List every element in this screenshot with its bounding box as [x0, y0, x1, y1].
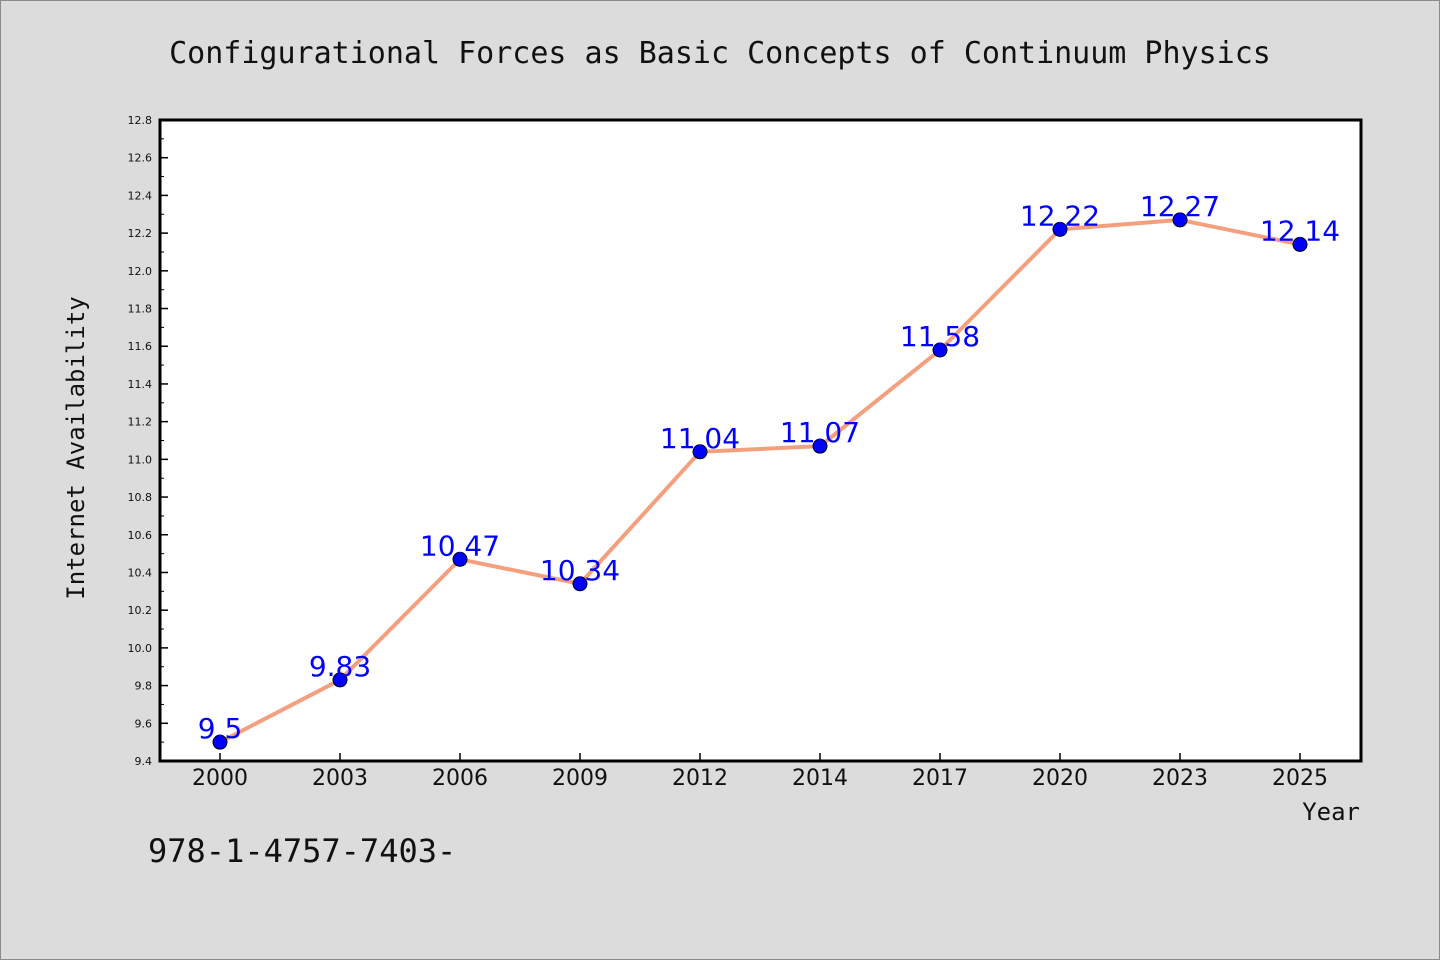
series-line-group: [218, 217, 1302, 745]
y-tick-label: 10.6: [128, 529, 153, 542]
data-point-2017: [932, 342, 948, 358]
x-axis-title: Year: [1302, 798, 1360, 826]
y-tick-label: 12.4: [128, 189, 153, 202]
series-line: [218, 217, 1302, 745]
data-label-2000: 9.5: [198, 712, 243, 745]
y-tick-label: 10.2: [128, 604, 153, 617]
y-tick-label: 10.0: [128, 642, 153, 655]
data-point-2000: [212, 734, 228, 750]
data-label-2014: 11.07: [780, 416, 860, 449]
x-tick-label: 2023: [1152, 766, 1208, 791]
data-label-2009: 10.34: [540, 554, 620, 587]
data-label-2012: 11.04: [660, 422, 740, 455]
chart-title: Configurational Forces as Basic Concepts…: [169, 36, 1271, 71]
y-tick-label: 9.4: [135, 755, 153, 768]
y-tick-label: 12.8: [128, 114, 153, 127]
data-label-2025: 12.14: [1260, 214, 1340, 247]
x-tick-label: 2012: [672, 766, 728, 791]
plot-area: [158, 118, 1363, 763]
data-label-2006: 10.47: [420, 529, 500, 562]
data-label-2023: 12.27: [1140, 190, 1220, 223]
x-tick-label: 2009: [552, 766, 608, 791]
data-point-2025: [1292, 236, 1308, 252]
y-tick-label: 12.6: [128, 152, 153, 165]
marker-group: [212, 212, 1308, 750]
x-tick-label: 2014: [792, 766, 848, 791]
data-label-group: 9.5 9.83 10.47 10.34 11.04 11.07 11.58 12.22 12.…: [198, 190, 1340, 745]
data-point-2023: [1172, 212, 1188, 228]
y-tick-label: 11.6: [128, 340, 153, 353]
data-point-2014: [812, 438, 828, 454]
x-tick-label: 2020: [1032, 766, 1088, 791]
y-axis-title: Internet Availability: [62, 296, 90, 599]
y-tick-label: 11.4: [128, 378, 153, 391]
data-label-2003: 9.83: [309, 650, 371, 683]
y-tick-label: 12.0: [128, 265, 153, 278]
data-point-2009: [572, 576, 588, 592]
y-tick-label: 11.8: [128, 303, 153, 316]
x-axis: 2000 2003 2006 2009 2012 2014 2017 2020 2023 2025: [192, 753, 1328, 791]
y-tick-label: 10.8: [128, 491, 153, 504]
y-tick-label: 12.2: [128, 227, 153, 240]
x-tick-label: 2025: [1272, 766, 1328, 791]
data-point-2006: [452, 551, 468, 567]
y-tick-label: 11.2: [128, 416, 153, 429]
footer-code: 978-1-4757-7403-: [148, 832, 457, 870]
y-axis: 9.4 9.6 9.8 10.0 10.2 10.4 10.6 10.8 11.0 11.2 11.…: [128, 114, 168, 768]
y-tick-label: 11.0: [128, 453, 153, 466]
y-tick-label: 9.8: [135, 680, 153, 693]
x-tick-label: 2003: [312, 766, 368, 791]
x-tick-label: 2017: [912, 766, 968, 791]
data-point-2020: [1052, 221, 1068, 237]
data-label-2017: 11.58: [900, 320, 980, 353]
x-tick-label: 2006: [432, 766, 488, 791]
data-point-2003: [332, 672, 348, 688]
data-point-2012: [692, 444, 708, 460]
y-tick-label: 9.6: [135, 717, 153, 730]
data-label-2020: 12.22: [1020, 199, 1100, 232]
x-tick-label: 2000: [192, 766, 248, 791]
y-tick-label: 10.4: [128, 566, 153, 579]
